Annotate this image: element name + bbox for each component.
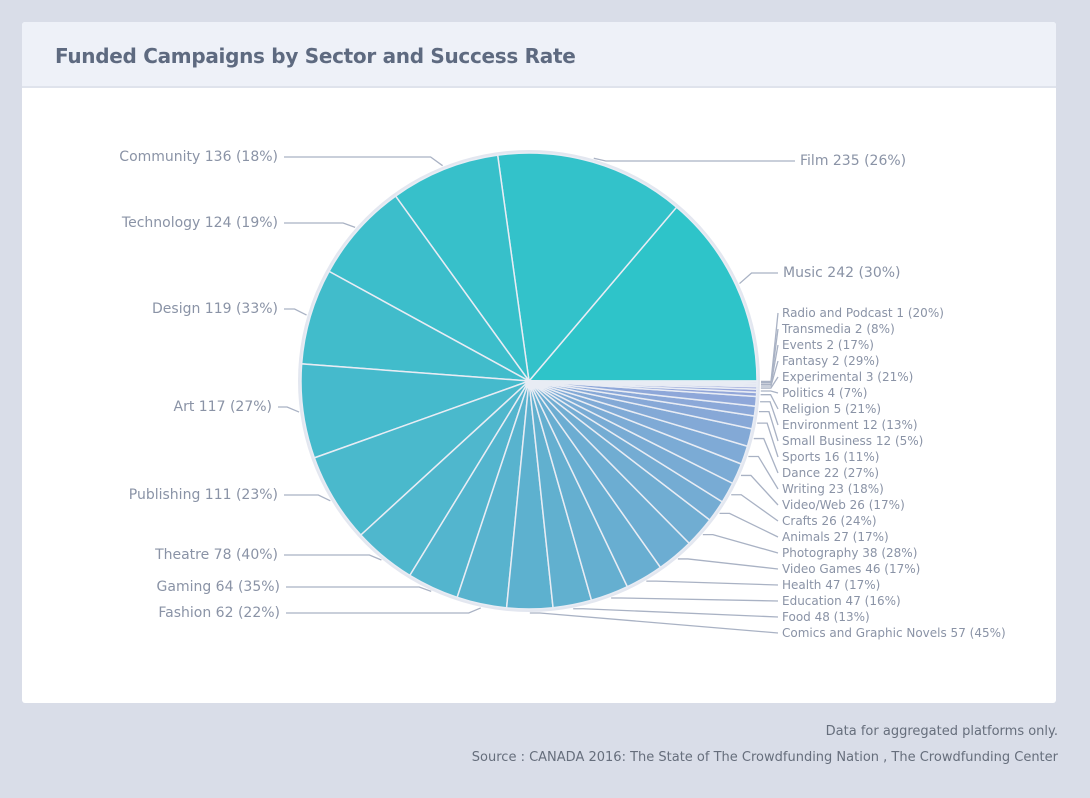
pie-slice-film bbox=[496, 152, 678, 383]
label-photography-connector bbox=[702, 533, 779, 554]
label-film: Film 235 (26%) bbox=[800, 153, 906, 169]
label-events-connector bbox=[760, 344, 779, 385]
label-writing: Writing 23 (18%) bbox=[782, 482, 884, 496]
pie-slice-technology bbox=[328, 195, 530, 382]
label-comics-and-graphic-novels-connector bbox=[529, 612, 779, 634]
label-transmedia-connector bbox=[760, 328, 779, 384]
label-fashion-connector bbox=[286, 607, 481, 614]
label-experimental: Experimental 3 (21%) bbox=[782, 370, 913, 384]
label-theatre-connector bbox=[284, 554, 382, 561]
label-radio-and-podcast-connector bbox=[760, 312, 779, 383]
label-health-connector bbox=[646, 580, 779, 586]
label-fantasy: Fantasy 2 (29%) bbox=[782, 354, 879, 368]
label-radio-and-podcast: Radio and Podcast 1 (20%) bbox=[782, 306, 944, 320]
label-technology: Technology 124 (19%) bbox=[121, 215, 278, 231]
label-writing-connector bbox=[748, 455, 779, 490]
label-video-web-connector bbox=[740, 474, 779, 506]
label-publishing: Publishing 111 (23%) bbox=[129, 487, 278, 503]
label-politics-connector bbox=[760, 390, 779, 394]
label-small-business: Small Business 12 (5%) bbox=[782, 434, 923, 448]
label-community: Community 136 (18%) bbox=[119, 149, 278, 165]
card-header bbox=[22, 22, 1056, 88]
label-sports: Sports 16 (11%) bbox=[782, 450, 879, 464]
label-environment-connector bbox=[760, 401, 779, 426]
label-photography: Photography 38 (28%) bbox=[782, 546, 917, 560]
label-religion: Religion 5 (21%) bbox=[782, 402, 881, 416]
label-animals: Animals 27 (17%) bbox=[782, 530, 889, 544]
label-transmedia: Transmedia 2 (8%) bbox=[781, 322, 895, 336]
label-comics-and-graphic-novels: Comics and Graphic Novels 57 (45%) bbox=[782, 626, 1006, 640]
label-video-games-connector bbox=[677, 558, 779, 570]
footer-note: Data for aggregated platforms only. bbox=[825, 724, 1058, 739]
label-education-connector bbox=[611, 597, 779, 602]
label-small-business-connector bbox=[758, 411, 779, 442]
pie-slice-community bbox=[394, 154, 530, 382]
label-politics: Politics 4 (7%) bbox=[782, 386, 867, 400]
label-events: Events 2 (17%) bbox=[782, 338, 874, 352]
label-animals-connector bbox=[719, 512, 779, 538]
label-food: Food 48 (13%) bbox=[782, 610, 870, 624]
label-environment: Environment 12 (13%) bbox=[782, 418, 918, 432]
label-education: Education 47 (16%) bbox=[782, 594, 901, 608]
label-video-games: Video Games 46 (17%) bbox=[782, 562, 920, 576]
label-sports-connector bbox=[757, 422, 779, 458]
chart-title: Funded Campaigns by Sector and Success R… bbox=[55, 44, 576, 68]
label-dance-connector bbox=[753, 437, 779, 474]
label-technology-connector bbox=[284, 222, 356, 229]
pie-slice-radio-and-podcast bbox=[528, 380, 758, 383]
label-fantasy-connector bbox=[760, 360, 779, 387]
label-art: Art 117 (27%) bbox=[174, 399, 273, 415]
label-dance: Dance 22 (27%) bbox=[782, 466, 879, 480]
label-film-connector bbox=[593, 157, 795, 162]
footer-source: Source : CANADA 2016: The State of The C… bbox=[471, 750, 1058, 765]
label-food-connector bbox=[573, 608, 779, 618]
label-experimental-connector bbox=[760, 376, 779, 389]
label-theatre: Theatre 78 (40%) bbox=[154, 547, 278, 563]
label-design: Design 119 (33%) bbox=[152, 301, 278, 317]
label-gaming: Gaming 64 (35%) bbox=[157, 579, 280, 595]
label-design-connector bbox=[284, 308, 307, 316]
label-community-connector bbox=[284, 156, 444, 167]
label-art-connector bbox=[278, 406, 300, 413]
label-fashion: Fashion 62 (22%) bbox=[158, 605, 280, 621]
label-music-connector bbox=[739, 272, 778, 285]
pie-slice-music bbox=[527, 206, 758, 382]
label-gaming-connector bbox=[286, 586, 432, 592]
label-religion-connector bbox=[760, 394, 779, 410]
label-crafts-connector bbox=[731, 494, 779, 522]
label-health: Health 47 (17%) bbox=[782, 578, 880, 592]
label-crafts: Crafts 26 (24%) bbox=[782, 514, 877, 528]
label-music: Music 242 (30%) bbox=[783, 265, 901, 281]
label-video-web: Video/Web 26 (17%) bbox=[782, 498, 905, 512]
label-publishing-connector bbox=[284, 494, 331, 502]
